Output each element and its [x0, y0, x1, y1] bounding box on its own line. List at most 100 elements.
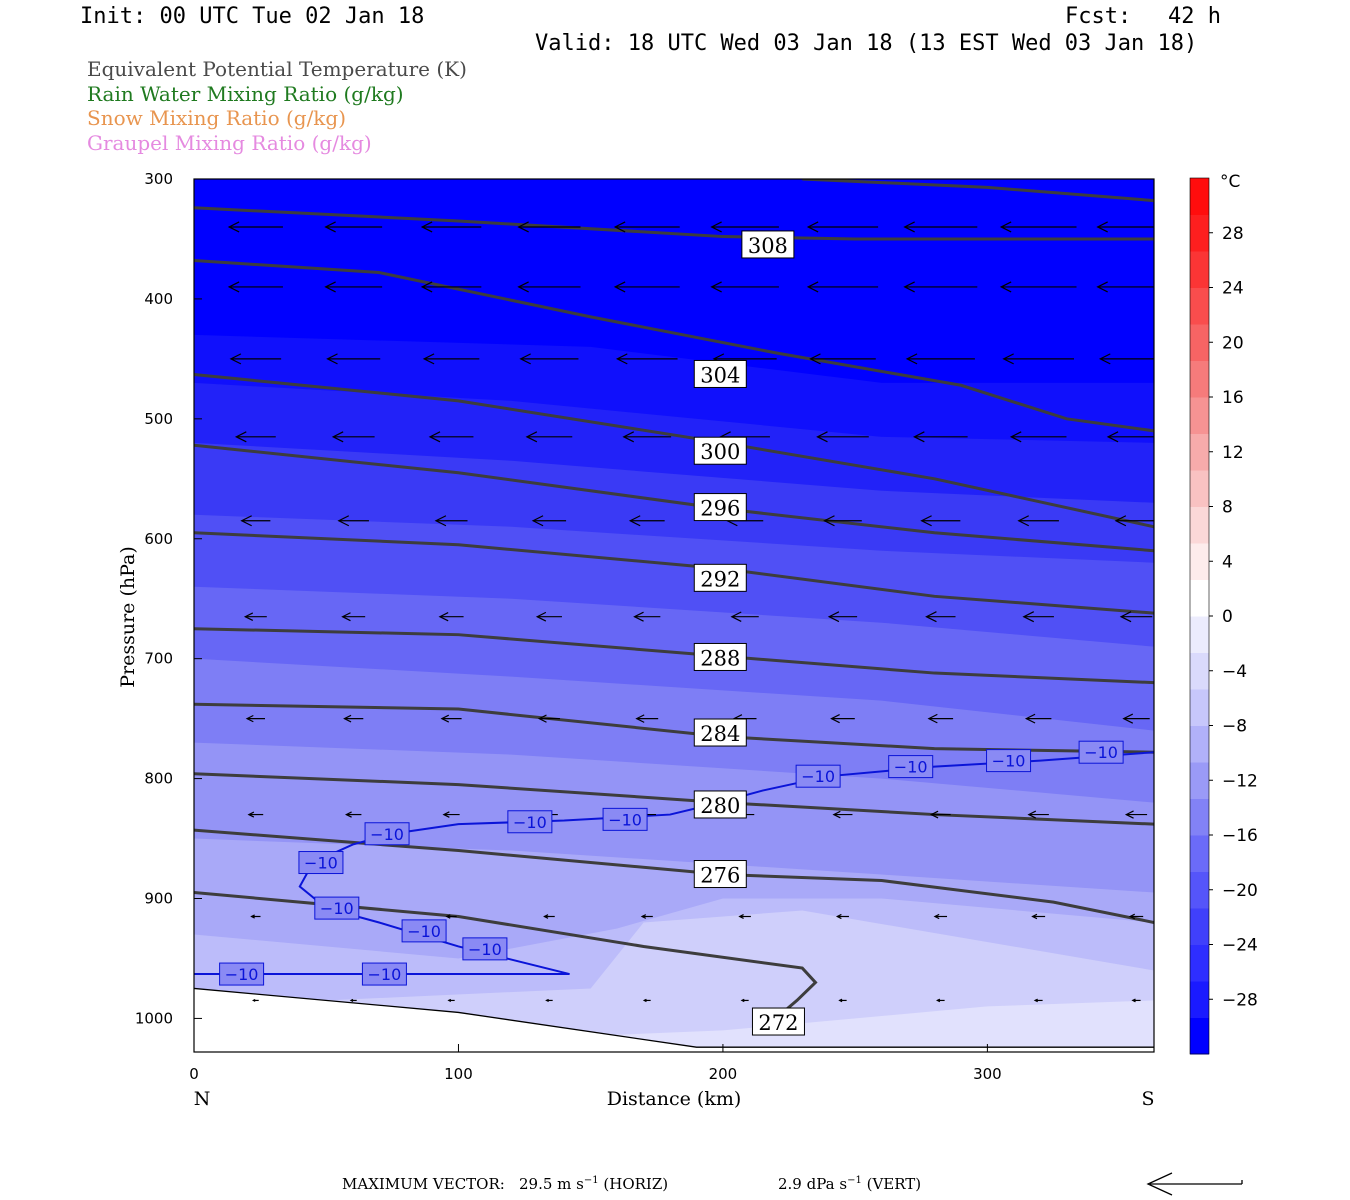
wind-vector-head — [537, 714, 547, 723]
isotherm-label: −10 — [401, 919, 447, 943]
isotherm-label-box — [314, 896, 360, 920]
wind-vector-head — [1106, 431, 1119, 443]
isotherm-label: −10 — [986, 749, 1032, 773]
isotherm-label-text: −10 — [1084, 743, 1118, 762]
colorbar-segment — [1190, 652, 1209, 690]
wind-vector-head — [999, 221, 1012, 233]
legend-snow: Snow Mixing Ratio (g/kg) — [87, 106, 347, 130]
isotherm-label-text: −10 — [801, 767, 835, 786]
isotherm-label-box — [795, 764, 841, 788]
isotherm-label-box — [462, 937, 508, 961]
wind-vector-head — [710, 281, 722, 293]
theta-e-label: 296 — [693, 493, 747, 522]
wind-vector-head — [341, 612, 351, 622]
isotherm-label-box — [1078, 740, 1124, 764]
colorbar-segment — [1190, 579, 1209, 617]
wind-vector-head — [730, 611, 742, 622]
colorbar-segment — [1190, 543, 1209, 580]
wind-vector-head — [324, 281, 336, 293]
wind-vector-head — [247, 811, 255, 818]
theta-e-label-box — [693, 642, 747, 671]
theta-e-label-text: 300 — [700, 440, 740, 464]
temperature-shading — [194, 179, 1154, 1052]
wind-vector-head — [243, 612, 254, 622]
wind-vector-head — [920, 515, 932, 527]
forecast-label: Fcst: — [1065, 4, 1132, 29]
colorbar-segment — [1190, 835, 1209, 872]
wind-vector-head — [806, 281, 819, 293]
wind-vector-head — [929, 810, 939, 819]
wind-vector-head — [326, 353, 338, 365]
x-tick-label: 200 — [709, 1065, 738, 1083]
theta-e-label: 272 — [751, 1007, 805, 1036]
theta-e-label-text: 296 — [700, 497, 740, 521]
theta-e-label: 300 — [693, 436, 747, 465]
wind-vector-head — [1114, 515, 1127, 527]
wind-vector-head — [1024, 713, 1036, 724]
theta-e-label-text: 276 — [700, 864, 740, 888]
x-end-north: N — [194, 1088, 211, 1110]
theta-e-label-text: 272 — [758, 1011, 798, 1035]
wind-vector-head — [830, 714, 840, 724]
y-tick-label: 900 — [144, 890, 173, 908]
isotherm-label: −10 — [888, 755, 934, 779]
vert-max-tag: (VERT) — [866, 1175, 922, 1193]
wind-vector-head — [613, 281, 626, 293]
wind-vector-head — [543, 914, 549, 919]
isotherm-label-text: −10 — [513, 813, 547, 832]
colorbar-tick-label: 24 — [1222, 279, 1244, 299]
x-tick-label: 0 — [189, 1065, 199, 1083]
wind-vector-head — [905, 353, 918, 365]
wind-vector-head — [613, 221, 626, 233]
max-vector-label: MAXIMUM VECTOR: — [342, 1175, 505, 1193]
theta-e-label-box — [693, 359, 747, 388]
valid-time: Valid: 18 UTC Wed 03 Jan 18 (13 EST Wed … — [535, 31, 1198, 56]
theta-e-label-box — [693, 790, 747, 819]
colorbar-segment — [1190, 360, 1209, 398]
wind-vector-head — [633, 611, 644, 622]
vert-max: 2.9 dPa s−1 (VERT) — [778, 1175, 921, 1193]
colorbar-segment — [1190, 397, 1209, 434]
isotherm-label: −10 — [795, 764, 841, 788]
wind-vector-head — [622, 431, 635, 443]
wind-vector-head — [245, 714, 254, 723]
wind-vector-head — [343, 714, 352, 723]
wind-vector-head — [447, 998, 452, 1003]
legend-graupel: Graupel Mixing Ratio (g/kg) — [87, 131, 372, 155]
wind-vector-head — [832, 810, 841, 819]
colorbar-segment — [1190, 981, 1209, 1018]
colorbar-tick-label: 20 — [1222, 333, 1244, 353]
wind-vector-head — [422, 353, 435, 365]
wind-vector-head — [250, 914, 255, 919]
theta-e-contour — [194, 891, 818, 1020]
colorbar: 28 24 20 16 12 8 4 0 −4 −8 −12 −16 −20 −24 −28 °C — [1189, 172, 1258, 1055]
wind-vector-head — [434, 515, 447, 527]
wind-vector-head — [933, 913, 940, 920]
wind-vector-head — [1033, 998, 1038, 1003]
colorbar-segment — [1190, 725, 1209, 763]
wind-vector-head — [827, 611, 840, 623]
colorbar-segment — [1190, 178, 1209, 215]
forecast-hour: 42 h — [1168, 4, 1221, 29]
wind-vector-head — [1096, 281, 1108, 293]
y-axis-label: Pressure (hPa) — [117, 546, 139, 688]
colorbar-tick-label: 16 — [1222, 388, 1244, 408]
wind-vector-head — [628, 515, 641, 527]
colorbar-segment — [1190, 762, 1209, 799]
y-tick-label: 1000 — [135, 1009, 173, 1027]
wind-vector-head — [240, 515, 252, 527]
wind-vector-head — [835, 913, 842, 920]
isotherm-label: −10 — [507, 810, 553, 834]
isotherm-label-text: −10 — [225, 965, 259, 984]
colorbar-tick-label: 8 — [1222, 498, 1233, 518]
wind-vector-head — [324, 221, 336, 233]
wind-vector-head — [903, 281, 915, 293]
theta-e-label-box — [751, 1007, 805, 1036]
isotherm-label-box — [219, 962, 265, 986]
y-tick-label: 400 — [144, 290, 173, 308]
wind-vector-head — [740, 998, 745, 1003]
wind-vector-head — [1017, 515, 1030, 527]
theta-e-label-box — [693, 436, 747, 465]
wind-vector-head — [420, 281, 433, 293]
wind-vector-head — [823, 515, 835, 527]
